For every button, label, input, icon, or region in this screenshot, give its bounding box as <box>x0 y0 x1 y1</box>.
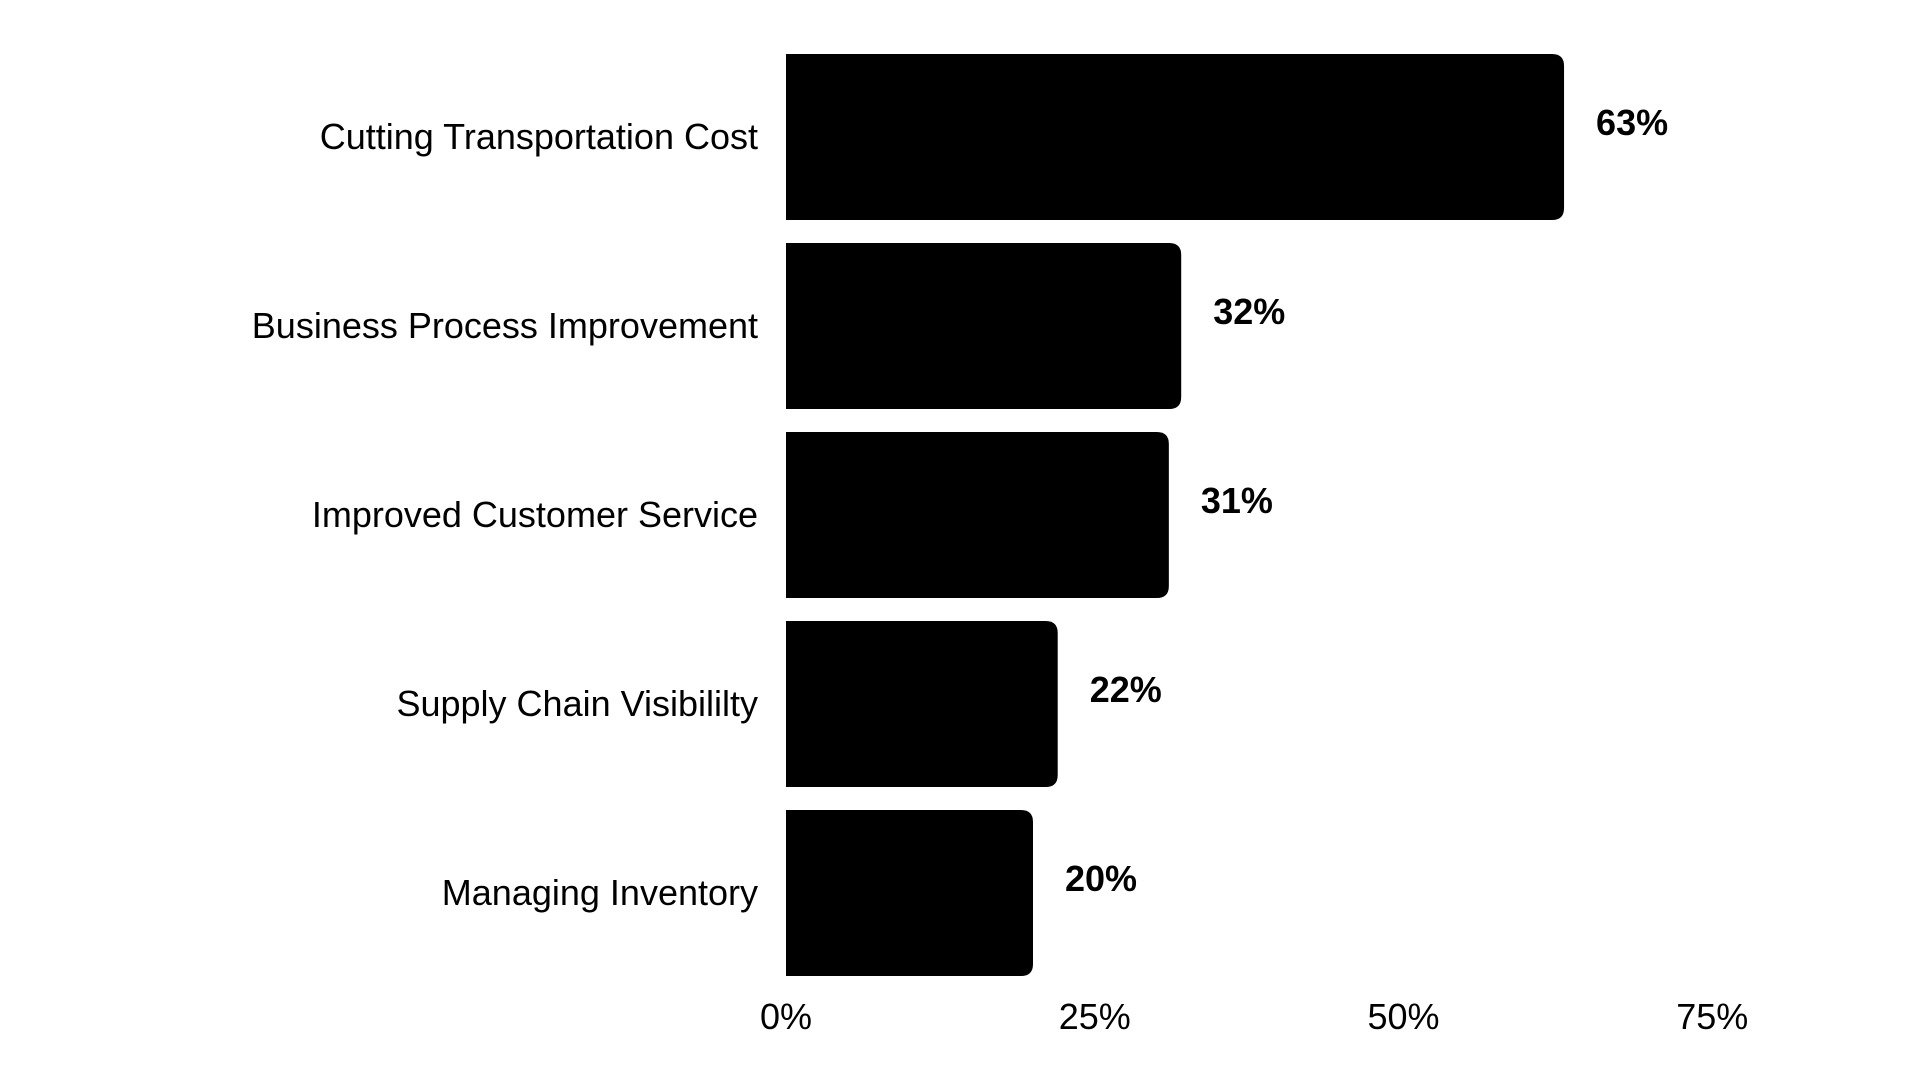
value-label-managing-inventory: 20% <box>1065 858 1137 899</box>
category-label-business-process-improvement: Business Process Improvement <box>252 305 758 346</box>
category-label-improved-customer-service: Improved Customer Service <box>312 494 758 535</box>
category-labels: Cutting Transportation Cost Business Proc… <box>252 116 758 913</box>
x-tick-label: 0% <box>760 996 812 1037</box>
category-label-managing-inventory: Managing Inventory <box>442 872 758 913</box>
category-label-supply-chain-visibililty: Supply Chain Visibililty <box>396 683 758 724</box>
bar-supply-chain-visibililty <box>786 621 1058 787</box>
value-label-cutting-transportation-cost: 63% <box>1596 102 1668 143</box>
bar-cutting-transportation-cost <box>786 54 1565 220</box>
bar-improved-customer-service <box>786 432 1169 598</box>
value-label-supply-chain-visibililty: 22% <box>1090 669 1162 710</box>
value-labels: 63% 32% 31% 22% 20% <box>1065 102 1668 899</box>
x-axis: 0% 25% 50% 75% <box>760 996 1748 1037</box>
bar-business-process-improvement <box>786 243 1182 409</box>
x-tick-label: 75% <box>1676 996 1748 1037</box>
bars <box>786 54 1565 976</box>
x-tick-label: 25% <box>1059 996 1131 1037</box>
x-tick-label: 50% <box>1367 996 1439 1037</box>
value-label-improved-customer-service: 31% <box>1201 480 1273 521</box>
value-label-business-process-improvement: 32% <box>1213 291 1285 332</box>
category-label-cutting-transportation-cost: Cutting Transportation Cost <box>320 116 758 157</box>
bar-managing-inventory <box>786 810 1033 976</box>
